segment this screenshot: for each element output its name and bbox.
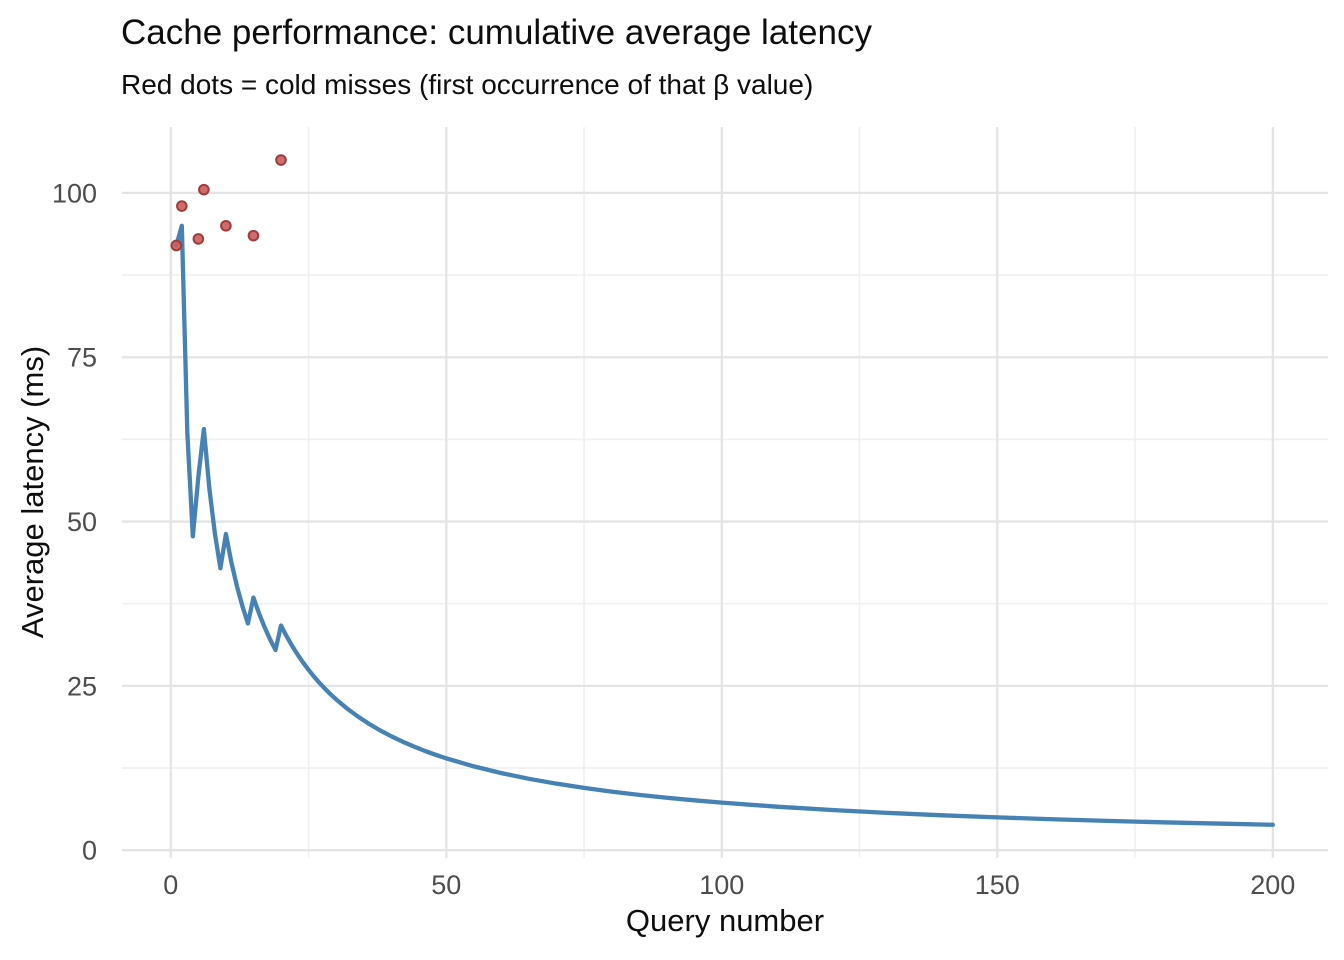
cold-miss-dot [192, 233, 205, 245]
chart-subtitle: Red dots = cold misses (first occurrence… [121, 69, 814, 100]
y-tick-label: 25 [67, 671, 97, 701]
cold-miss-dot [275, 154, 287, 166]
x-tick-label: 100 [699, 870, 744, 900]
y-tick-label: 100 [52, 178, 97, 208]
y-axis-title: Average latency (ms) [15, 345, 50, 639]
cold-miss-dot [247, 229, 260, 242]
x-tick-label: 50 [431, 870, 461, 900]
cold-miss-dot [198, 183, 210, 196]
x-tick-label: 0 [163, 870, 178, 900]
cumulative-average-line [174, 223, 1275, 827]
cold-miss-dot [170, 239, 183, 252]
cold-miss-dot [220, 219, 232, 232]
y-tick-label: 75 [67, 343, 97, 373]
y-tick-label: 50 [67, 507, 97, 537]
x-tick-label: 200 [1250, 870, 1295, 900]
y-tick-label: 0 [82, 836, 97, 866]
x-tick-label: 150 [975, 870, 1020, 900]
x-axis-title: Query number [625, 903, 825, 938]
chart-title: Cache performance: cumulative average la… [121, 13, 872, 52]
cold-miss-dot [176, 200, 188, 212]
